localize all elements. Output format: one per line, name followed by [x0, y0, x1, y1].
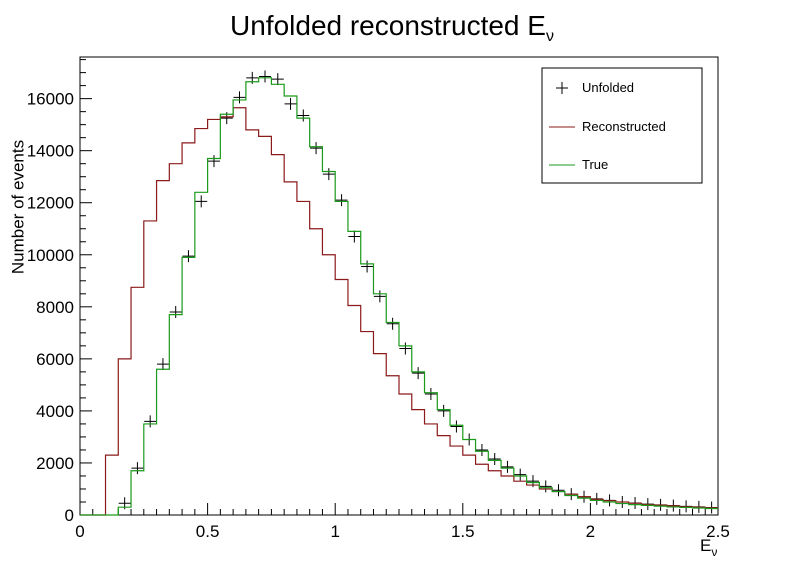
legend-marker-unfolded [556, 82, 568, 94]
data-point-unfolded [271, 73, 284, 86]
legend-entry-reconstructed: Reconstructed [549, 119, 666, 134]
x-tick-label: 1.5 [451, 522, 475, 541]
legend-label-true: True [582, 157, 608, 172]
legend-entry-unfolded: Unfolded [556, 80, 634, 95]
y-tick-label: 14000 [27, 142, 74, 161]
data-point-unfolded [310, 142, 323, 155]
x-axis: 0 0.5 1 1.5 2 2.5 [75, 503, 730, 541]
y-tick-label: 10000 [27, 246, 74, 265]
data-point-unfolded [335, 194, 348, 207]
series-line-true [80, 77, 718, 516]
data-point-unfolded [195, 195, 208, 208]
legend-label-reconstructed: Reconstructed [582, 119, 666, 134]
data-point-unfolded [373, 290, 386, 303]
data-point-unfolded [259, 70, 272, 83]
data-point-unfolded [437, 404, 450, 417]
data-point-unfolded [182, 250, 195, 263]
y-tick-label: 0 [65, 506, 74, 525]
y-tick-label: 2000 [36, 454, 74, 473]
data-point-unfolded [488, 453, 501, 466]
data-point-unfolded [207, 155, 220, 168]
chart-title-main: Unfolded reconstructed E [230, 10, 546, 41]
y-axis: 0 2000 4000 6000 8000 10000 12000 14000 16000 [27, 59, 92, 525]
legend-box [541, 67, 703, 184]
data-point-unfolded [131, 462, 144, 475]
y-tick-label: 12000 [27, 194, 74, 213]
data-point-unfolded [348, 230, 361, 243]
data-point-unfolded [399, 342, 412, 355]
data-point-unfolded [169, 306, 182, 319]
data-point-unfolded [539, 480, 552, 493]
x-axis-label-subscript: ν [711, 545, 717, 559]
data-point-unfolded [386, 317, 399, 330]
data-point-unfolded [156, 358, 169, 371]
data-point-unfolded [322, 168, 335, 181]
y-tick-label: 4000 [36, 402, 74, 421]
x-tick-label: 1 [330, 522, 339, 541]
x-tick-label: 2 [586, 522, 595, 541]
data-point-unfolded [475, 443, 488, 456]
legend-entry-true: True [549, 157, 608, 172]
data-point-unfolded [361, 260, 374, 273]
chart-title: Unfolded reconstructed Eν [230, 10, 554, 45]
data-point-unfolded [284, 97, 297, 110]
data-point-unfolded [552, 484, 565, 497]
data-point-unfolded [514, 468, 527, 481]
data-point-unfolded [501, 460, 514, 473]
data-point-unfolded [450, 420, 463, 433]
series-layer [80, 70, 718, 516]
data-point-unfolded [233, 91, 246, 104]
y-tick-label: 6000 [36, 350, 74, 369]
chart-title-subscript: ν [546, 28, 554, 45]
legend: Unfolded Reconstructed True [541, 67, 703, 184]
series-line-reconstructed [80, 107, 718, 516]
x-tick-label: 0 [75, 522, 84, 541]
data-point-unfolded [144, 415, 157, 428]
x-tick-label: 0.5 [196, 522, 220, 541]
data-point-unfolded [297, 109, 310, 122]
x-tick-label: 2.5 [706, 522, 730, 541]
y-tick-label: 16000 [27, 90, 74, 109]
x-axis-label-main: E [700, 536, 711, 555]
y-axis-label: Number of events [8, 140, 27, 274]
data-point-unfolded [412, 367, 425, 380]
y-tick-label: 8000 [36, 298, 74, 317]
legend-label-unfolded: Unfolded [582, 80, 634, 95]
x-axis-label: Eν [700, 536, 717, 559]
data-point-unfolded [424, 387, 437, 400]
